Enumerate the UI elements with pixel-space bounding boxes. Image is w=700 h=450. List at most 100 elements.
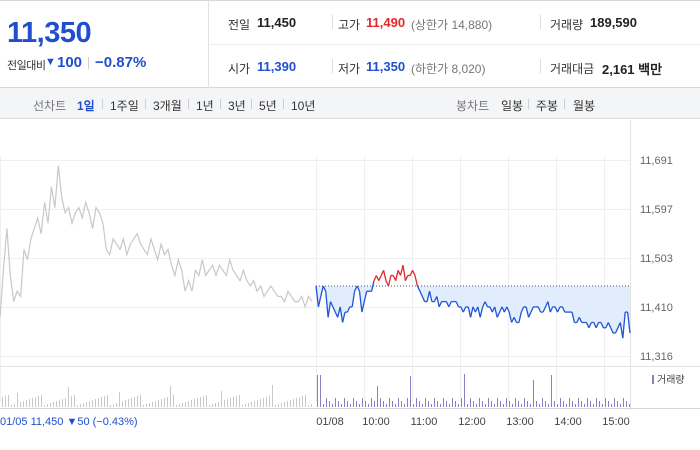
quote-row-1: 전일 11,450 고가 11,490 (상한가 14,880) 거래량 189… [210,1,700,45]
today-line-segment [428,291,433,302]
amount-cell: 거래대금 2,161 백만 [550,45,700,88]
divider [220,99,221,109]
today-line-segment [320,285,324,297]
volume-value: 189,590 [590,15,637,30]
prev-day-line [0,165,313,318]
today-line-segment [554,306,559,313]
today-line-segment [382,270,387,281]
chart-canvas: 11,691 11,597 11,503 11,410 11,316 거래량 01/08 10… [0,120,700,428]
line-chart-label: 선차트 [33,99,67,113]
today-line-segment [460,306,464,313]
today-line-segment [354,285,358,292]
amount-label: 거래대금 [550,62,595,76]
divider [332,59,333,73]
today-line-segment [332,306,336,313]
today-line-segment [556,306,561,313]
change-divider [88,57,89,69]
volume-legend-swatch [652,375,654,384]
today-line-segment [358,291,363,313]
divider [528,99,529,109]
today-line-segment [518,311,522,323]
today-line-segment [610,327,614,334]
today-line-segment [462,306,467,313]
period-1y[interactable]: 1년 [196,99,214,113]
today-line-segment [445,301,450,308]
y-tick-label: 11,316 [640,351,673,363]
candle-chart-label: 봉차트 [456,99,490,113]
today-line-segment [322,285,327,292]
today-line-segment [469,306,474,318]
today-line-segment [414,275,419,287]
today-line-segment [378,275,382,281]
x-tick-label: 11:00 [411,416,438,428]
y-tick-label: 11,503 [640,253,673,265]
chart-period-toolbar: 선차트 1일 1주일 3개월 1년 3년 5년 10년 봉차트 일봉 주봉 월봉 [0,88,700,119]
today-line-segment [499,306,503,313]
prev-day-summary-label: 01/05 11,450 ▼50 (−0.43%) [0,416,138,428]
today-line-segment [346,306,351,313]
candle-weekly[interactable]: 주봉 [536,99,559,113]
x-tick-label: 12:00 [458,416,486,428]
today-line-segment [315,285,320,307]
today-line-segment [375,275,380,281]
price-chart[interactable]: 11,691 11,597 11,503 11,410 11,316 거래량 01/08 10… [0,120,700,450]
open-label: 시가 [228,62,251,76]
today-line-segment [361,301,365,313]
volume-legend-label: 거래량 [657,374,685,386]
today-line-segment [489,306,493,313]
today-line-segment [588,322,592,329]
today-line-segment [387,275,392,287]
today-line-segment [317,296,322,308]
today-line-segment [528,311,532,318]
period-10y[interactable]: 10년 [291,99,316,113]
today-line-segment [399,264,404,276]
divider [251,99,252,109]
candle-monthly[interactable]: 월봉 [573,99,596,113]
period-3y[interactable]: 3년 [228,99,246,113]
high-value: 11,490 [366,15,406,30]
today-line-segment [513,317,518,323]
today-line-segment [416,285,421,292]
today-line-segment [593,322,597,329]
today-line-segment [484,301,489,308]
today-line-segment [622,312,626,339]
open-value: 11,390 [257,59,297,74]
divider [145,99,146,109]
low-label: 저가 [338,62,361,76]
volume-label: 거래량 [550,18,584,32]
divider [540,15,541,29]
y-tick-label: 11,410 [640,302,673,314]
today-line-segment [341,311,346,323]
today-line-segment [619,322,624,339]
today-line-segment [496,311,501,318]
high-label: 고가 [338,18,361,32]
quote-panel: 11,350 전일대비 ▼ 100 −0.87% 전일 11,450 고가 11… [0,0,700,88]
today-line-segment [508,311,513,323]
lower-limit-text: (하한가 8,020) [411,62,486,76]
period-1d[interactable]: 1일 [77,99,95,113]
x-tick-label: 01/08 [316,416,344,428]
today-line-segment [607,322,612,329]
current-price: 11,350 [7,17,92,49]
change-rate: −0.87% [95,54,147,71]
today-line-segment [412,270,416,276]
today-line-segment [438,301,443,308]
period-1w[interactable]: 1주일 [110,99,139,113]
today-line-segment [482,301,486,308]
period-5y[interactable]: 5년 [259,99,277,113]
today-line-segment [436,296,440,308]
today-line-segment [542,306,547,313]
today-line-segment [506,306,510,313]
period-3m[interactable]: 3개월 [153,99,182,113]
candle-daily[interactable]: 일봉 [501,99,524,113]
today-line-segment [600,322,604,329]
today-line-segment [501,306,505,313]
today-line-segment [605,322,609,329]
low-cell: 저가 11,350 (하한가 8,020) [338,45,538,88]
today-line-segment [479,306,484,318]
today-line-segment [329,301,334,308]
y-tick-label: 11,597 [640,204,673,216]
prev-close-value: 11,450 [257,15,297,30]
prev-close-cell: 전일 11,450 [228,1,338,44]
today-line-segment [576,317,580,323]
